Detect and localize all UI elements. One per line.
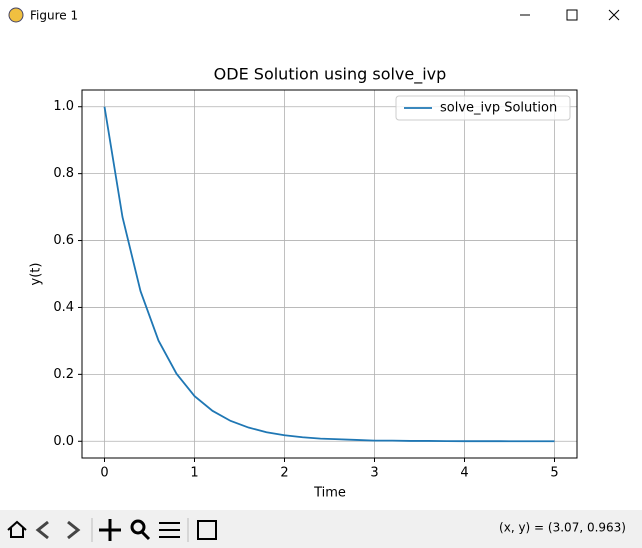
home-button[interactable] xyxy=(7,520,27,538)
maximize-button[interactable] xyxy=(566,9,578,21)
forward-button[interactable] xyxy=(67,520,81,540)
configure-button[interactable] xyxy=(159,522,180,538)
x-axis-label: Time xyxy=(313,486,346,501)
title-bar xyxy=(0,0,642,32)
back-button[interactable] xyxy=(35,520,49,540)
y-axis-label: y(t) xyxy=(29,263,44,286)
x-tick-label: 4 xyxy=(460,466,468,481)
axes-frame xyxy=(81,89,578,459)
app-icon xyxy=(8,7,24,23)
legend-box xyxy=(395,95,571,121)
plot-area: 0.0 0.2 0.4 0.6 0.8 1.0 0 1 2 3 4 5 solve_ivp Soluti… xyxy=(53,89,578,481)
legend-label: solve_ivp Solution xyxy=(440,101,557,116)
x-tick-label: 5 xyxy=(550,466,558,481)
y-tick-label: 0.8 xyxy=(53,166,74,181)
y-tick-label: 1.0 xyxy=(53,99,74,114)
pan-button[interactable] xyxy=(99,519,121,541)
data-line xyxy=(103,106,555,443)
x-tick-label: 1 xyxy=(190,466,198,481)
y-tick-label: 0.6 xyxy=(53,233,74,248)
window-title: Figure 1 xyxy=(30,9,78,23)
x-tick-label: 0 xyxy=(100,466,108,481)
y-tick-label: 0.4 xyxy=(53,300,74,315)
cursor-status: (x, y) = (3.07, 0.963) xyxy=(499,521,626,535)
chart-title: ODE Solution using solve_ivp xyxy=(214,65,447,85)
zoom-button[interactable] xyxy=(130,519,151,541)
save-button[interactable] xyxy=(197,520,217,540)
y-tick-label: 0.0 xyxy=(53,434,74,449)
x-tick-label: 3 xyxy=(370,466,378,481)
x-tick-label: 2 xyxy=(280,466,288,481)
close-button[interactable] xyxy=(608,9,620,21)
y-tick-label: 0.2 xyxy=(53,367,74,382)
